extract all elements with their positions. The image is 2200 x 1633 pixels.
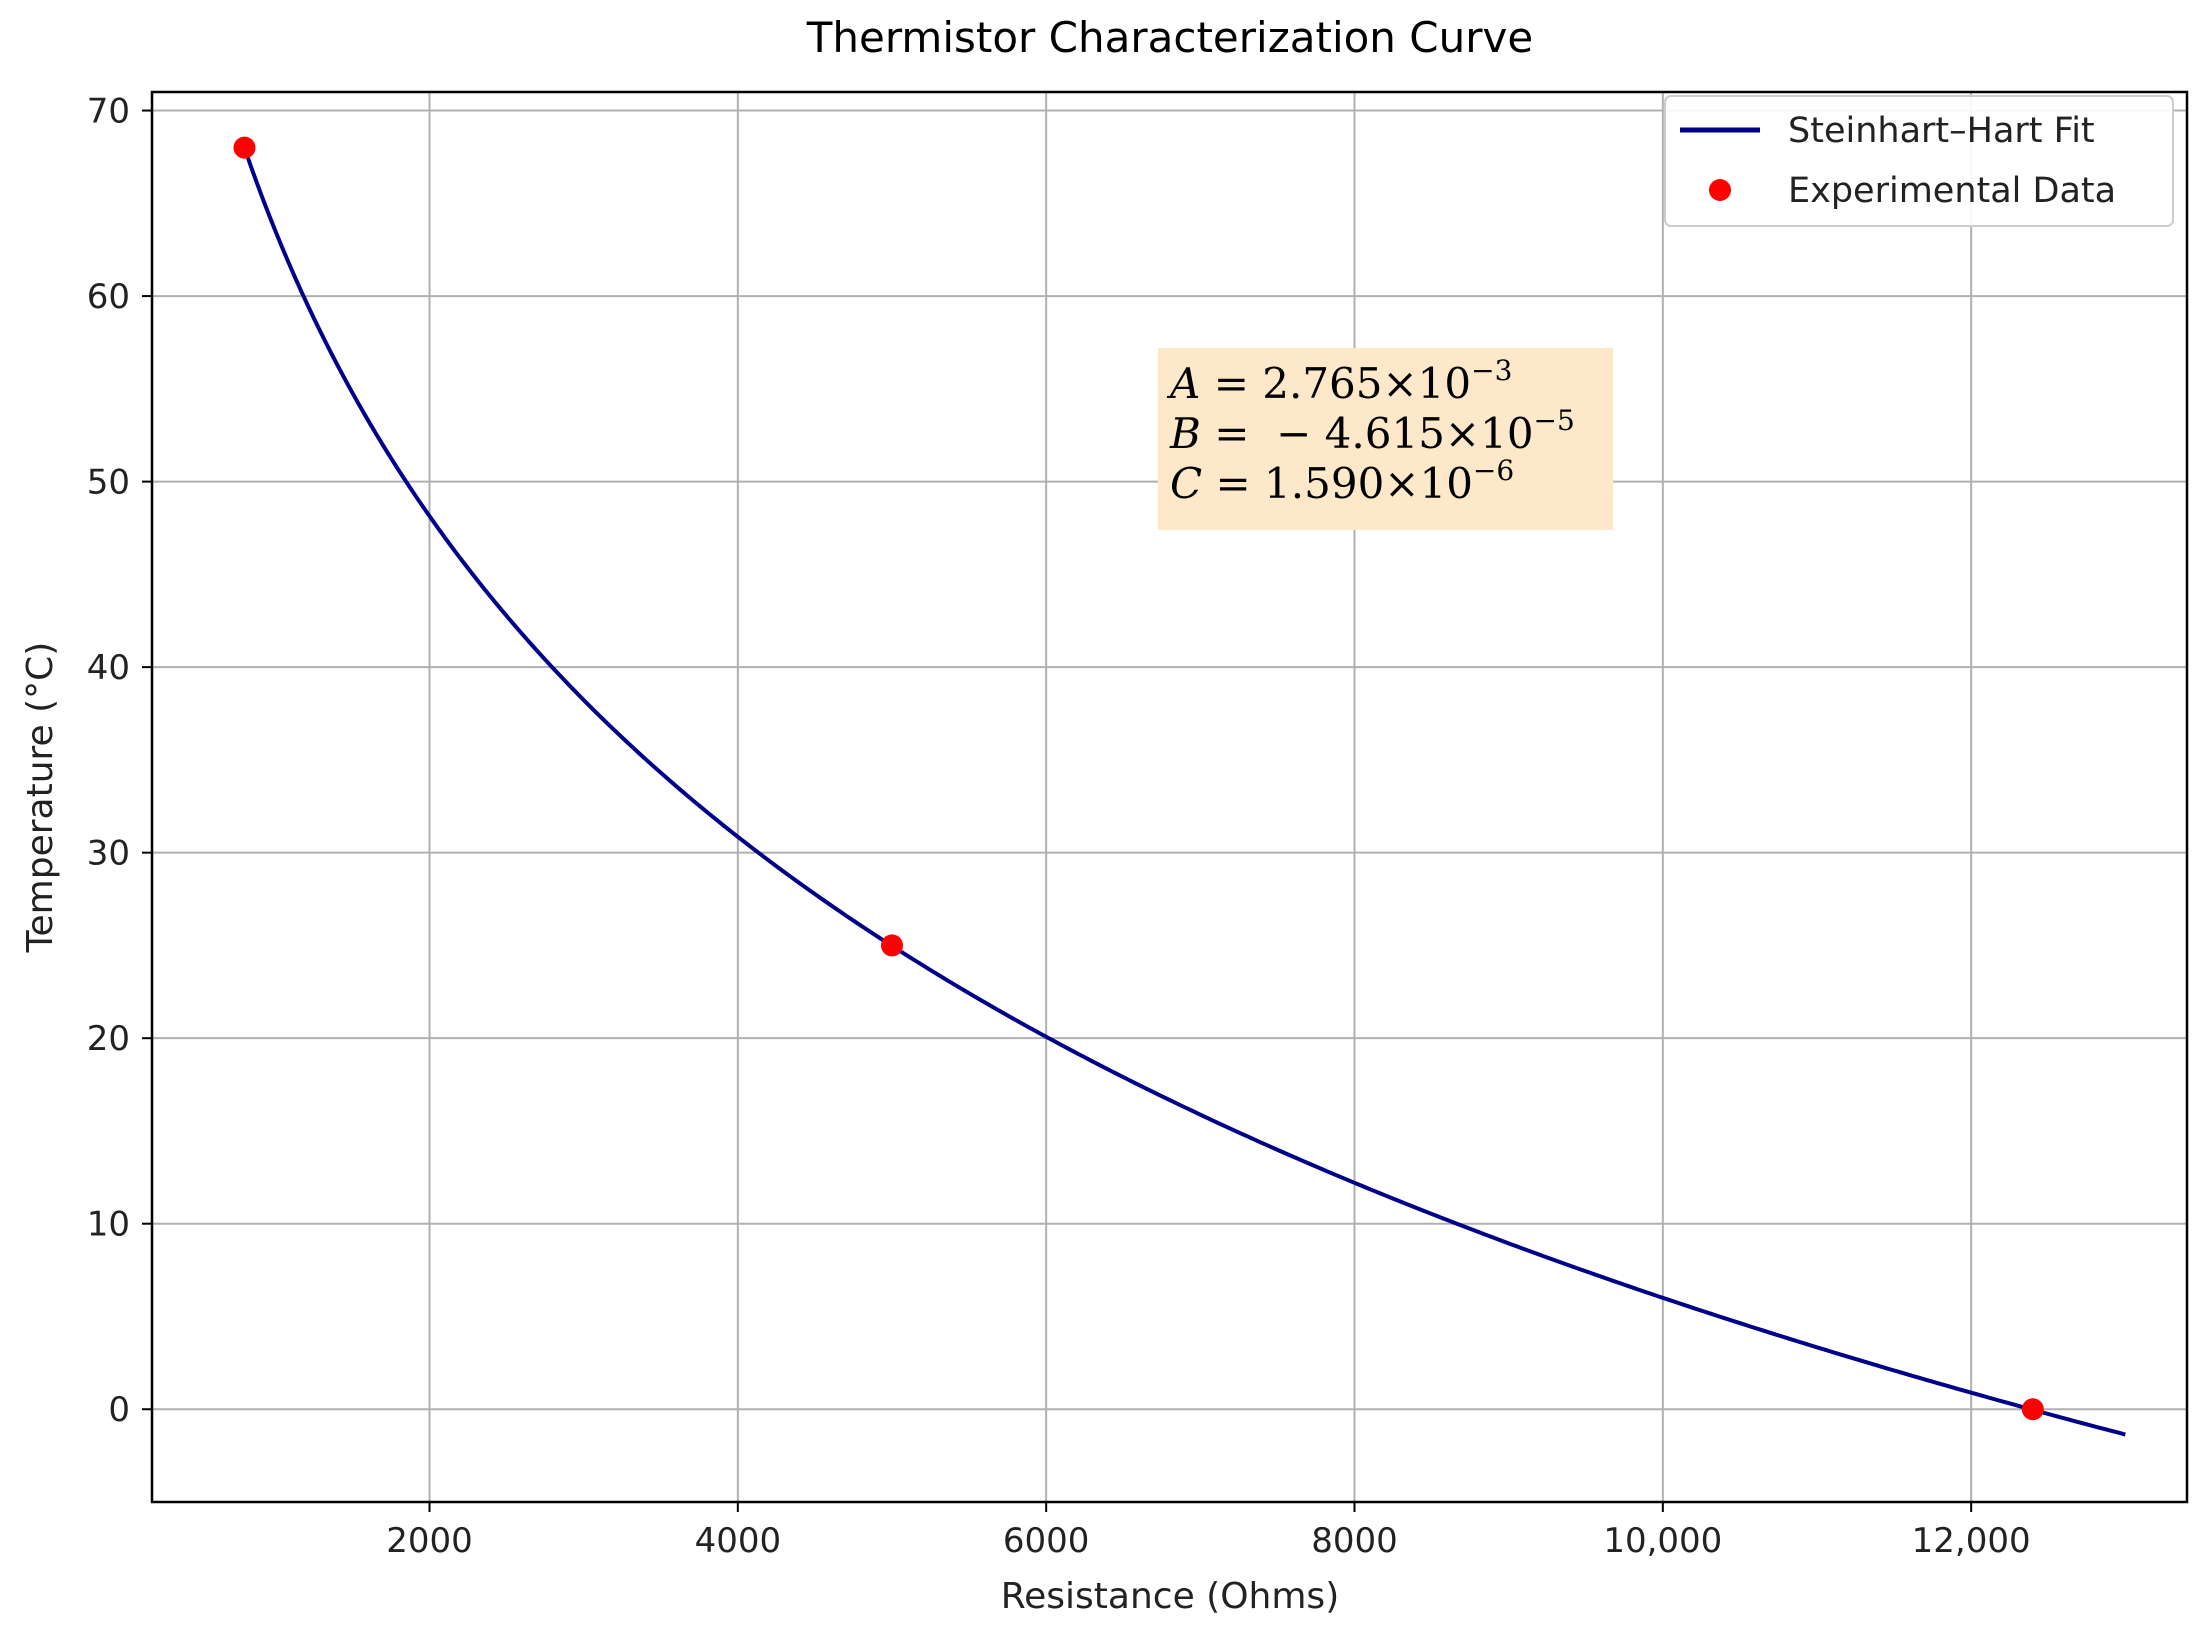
x-tick-label: 6000 xyxy=(1003,1521,1090,1561)
y-tick-label: 0 xyxy=(108,1390,130,1430)
y-tick-label: 20 xyxy=(87,1019,130,1059)
coefficient-c-mantissa: 1.590×10 xyxy=(1264,459,1473,508)
fit-curve-line xyxy=(242,147,2126,1437)
axis-ticks: 2000 4000 6000 8000 10,000 12,000 0 10 20 30 40 50 6… xyxy=(87,92,2031,1561)
plot-frame xyxy=(150,90,2189,1504)
legend-scatter-swatch xyxy=(1709,179,1731,201)
data-point xyxy=(233,136,256,159)
coefficient-c: C = 1.590×10−6 xyxy=(1170,454,1514,508)
coefficients-annotation: A = 2.765×10−3 B = − 4.615×10−5 C = 1.59… xyxy=(1158,348,1613,530)
coefficient-b-mantissa: 4.615×10 xyxy=(1325,409,1534,458)
coefficient-a-var: A xyxy=(1166,359,1200,408)
y-tick-label: 50 xyxy=(87,463,130,503)
y-tick-label: 30 xyxy=(87,834,130,874)
x-axis-label: Resistance (Ohms) xyxy=(1001,1576,1340,1617)
coefficient-c-var: C xyxy=(1170,459,1202,508)
coefficient-b-eq: = − xyxy=(1201,409,1325,458)
legend-box xyxy=(1664,95,2174,227)
x-tick-label: 2000 xyxy=(386,1521,473,1561)
x-tick-label: 10,000 xyxy=(1603,1521,1722,1561)
y-tick-label: 10 xyxy=(87,1205,130,1245)
x-tick-label: 8000 xyxy=(1311,1521,1398,1561)
legend-label-fit: Steinhart–Hart Fit xyxy=(1788,111,2095,151)
coefficient-a-exponent: −3 xyxy=(1471,354,1512,387)
legend-label-data: Experimental Data xyxy=(1788,171,2116,211)
chart-title: Thermistor Characterization Curve xyxy=(806,13,1533,62)
y-axis-label: Temperature (°C) xyxy=(20,642,61,954)
coefficient-a-eq: = xyxy=(1200,359,1262,408)
x-tick-label: 4000 xyxy=(695,1521,782,1561)
annotation-box xyxy=(1158,348,1613,530)
data-point xyxy=(881,934,903,957)
coefficient-a: A = 2.765×10−3 xyxy=(1166,354,1512,408)
y-tick-label: 40 xyxy=(87,648,130,688)
y-tick-label: 70 xyxy=(87,92,130,132)
legend: Steinhart–Hart Fit Experimental Data xyxy=(1664,95,2174,227)
y-tick-label: 60 xyxy=(87,277,130,317)
data-point xyxy=(2021,1398,2044,1421)
coefficient-c-eq: = xyxy=(1202,459,1264,508)
coefficient-b-exponent: −5 xyxy=(1534,404,1575,437)
coefficient-b-var: B xyxy=(1169,409,1201,458)
coefficient-c-exponent: −6 xyxy=(1473,454,1514,487)
x-tick-label: 12,000 xyxy=(1912,1521,2031,1561)
coefficient-a-mantissa: 2.765×10 xyxy=(1262,359,1471,408)
plot-content xyxy=(233,136,2126,1437)
coefficient-b: B = − 4.615×10−5 xyxy=(1169,404,1575,458)
